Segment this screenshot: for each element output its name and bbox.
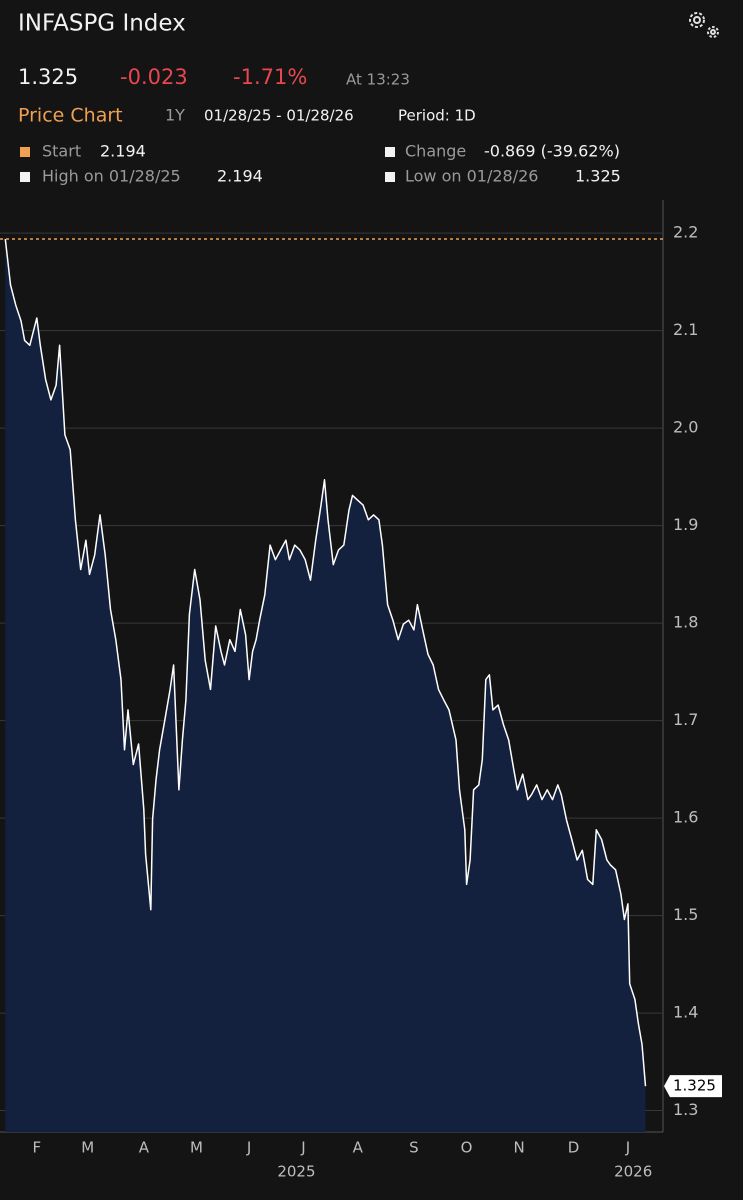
x-tick-label: M bbox=[81, 1139, 94, 1157]
legend-label: Change bbox=[405, 142, 466, 161]
legend-swatch bbox=[20, 147, 30, 157]
time: At 13:23 bbox=[346, 71, 410, 89]
last-value-label: 1.325 bbox=[673, 1077, 716, 1095]
legend-label: Low on 01/28/26 bbox=[405, 167, 538, 186]
settings-icon[interactable] bbox=[689, 12, 719, 38]
x-tick-label: N bbox=[514, 1139, 525, 1157]
x-tick-label: J bbox=[246, 1139, 251, 1157]
change-pct: -1.71% bbox=[233, 65, 307, 89]
y-tick-label: 1.8 bbox=[673, 613, 698, 632]
x-tick-label: J bbox=[300, 1139, 305, 1157]
legend-swatch bbox=[20, 172, 30, 182]
x-tick-label: D bbox=[568, 1139, 580, 1157]
range[interactable]: 1Y bbox=[165, 106, 185, 125]
y-tick-label: 1.5 bbox=[673, 905, 698, 924]
x-tick-label: M bbox=[190, 1139, 203, 1157]
x-tick-label: F bbox=[33, 1139, 42, 1157]
period: Period: 1D bbox=[398, 107, 476, 125]
area bbox=[5, 239, 646, 1132]
x-tick-label: O bbox=[461, 1139, 473, 1157]
y-tick-label: 2.1 bbox=[673, 320, 698, 339]
legend-label: High on 01/28/25 bbox=[42, 167, 181, 186]
legend-value: 2.194 bbox=[100, 142, 146, 161]
y-tick-label: 1.9 bbox=[673, 515, 698, 534]
x-tick-label: J bbox=[625, 1139, 630, 1157]
legend-swatch bbox=[385, 172, 395, 182]
legend-label: Start bbox=[42, 142, 81, 161]
legend-value: 1.325 bbox=[575, 167, 621, 186]
title: INFASPG Index bbox=[18, 11, 186, 37]
change: -0.023 bbox=[120, 65, 188, 89]
last-value-box bbox=[664, 1075, 722, 1098]
line bbox=[4, 238, 647, 1087]
legend-value: -0.869 (-39.62%) bbox=[484, 142, 620, 161]
x-tick-label: A bbox=[353, 1139, 364, 1157]
dates: 01/28/25 - 01/28/26 bbox=[204, 107, 354, 125]
y-tick-label: 2.0 bbox=[673, 418, 698, 437]
legend-swatch bbox=[385, 147, 395, 157]
legend-value: 2.194 bbox=[217, 167, 263, 186]
price: 1.325 bbox=[18, 65, 78, 89]
y-tick-label: 2.2 bbox=[673, 223, 698, 242]
x-year-label: 2026 bbox=[614, 1163, 652, 1181]
x-tick-label: S bbox=[409, 1139, 419, 1157]
y-tick-label: 1.4 bbox=[673, 1003, 698, 1022]
x-year-label: 2025 bbox=[277, 1163, 315, 1181]
x-tick-label: A bbox=[139, 1139, 150, 1157]
y-tick-label: 1.6 bbox=[673, 808, 698, 827]
y-tick-label: 1.7 bbox=[673, 710, 698, 729]
chart-label[interactable]: Price Chart bbox=[18, 105, 123, 127]
y-tick-label: 1.3 bbox=[673, 1100, 698, 1119]
